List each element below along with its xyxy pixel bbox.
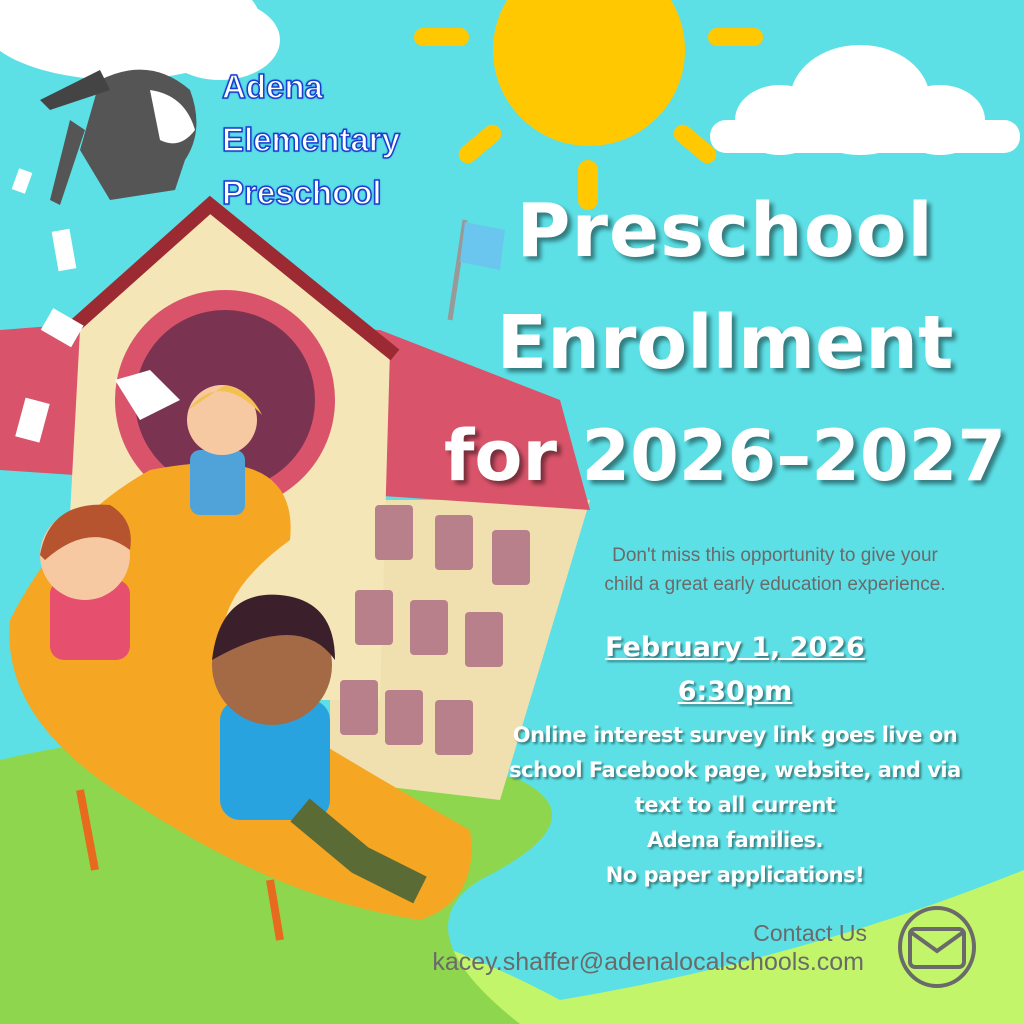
school-name-line: Preschool xyxy=(221,173,382,212)
event-detail-line: text to all current xyxy=(634,793,836,817)
event-time: 6:30pm xyxy=(677,676,793,707)
flying-papers xyxy=(11,168,180,443)
tagline-line: child a great early education experience… xyxy=(604,574,946,595)
event-detail-line: No paper applications! xyxy=(605,863,865,887)
event-detail-line: Adena families. xyxy=(647,828,823,852)
contact-label: Contact Us xyxy=(753,920,867,946)
contact-email[interactable]: kacey.shaffer@adenalocalschools.com xyxy=(432,948,864,976)
envelope-icon xyxy=(898,906,976,988)
headline-line-2: Enrollment xyxy=(496,300,954,386)
event-detail-line: school Facebook page, website, and via xyxy=(509,758,961,782)
school-logo-mascot xyxy=(40,69,197,205)
cloud-top-left xyxy=(0,0,280,80)
cloud-right xyxy=(710,45,1020,155)
event-detail-line: Online interest survey link goes live on xyxy=(512,723,958,747)
kid-boy-front xyxy=(212,594,427,904)
sun-icon xyxy=(414,0,763,210)
tagline-line: Don't miss this opportunity to give your xyxy=(612,545,938,566)
school-name-line: Adena xyxy=(221,67,323,106)
kid-girl xyxy=(40,504,131,660)
school-name-line: Elementary xyxy=(221,120,400,159)
school-name: Adena Elementary Preschool xyxy=(221,60,400,219)
event-details: Online interest survey link goes live on… xyxy=(470,718,1000,893)
kid-boy-top xyxy=(187,385,262,515)
headline-line-3: for 2026–2027 xyxy=(443,415,1007,497)
tagline: Don't miss this opportunity to give your… xyxy=(560,541,990,599)
event-date: February 1, 2026 xyxy=(605,632,865,663)
headline-line-1: Preschool xyxy=(516,188,934,274)
